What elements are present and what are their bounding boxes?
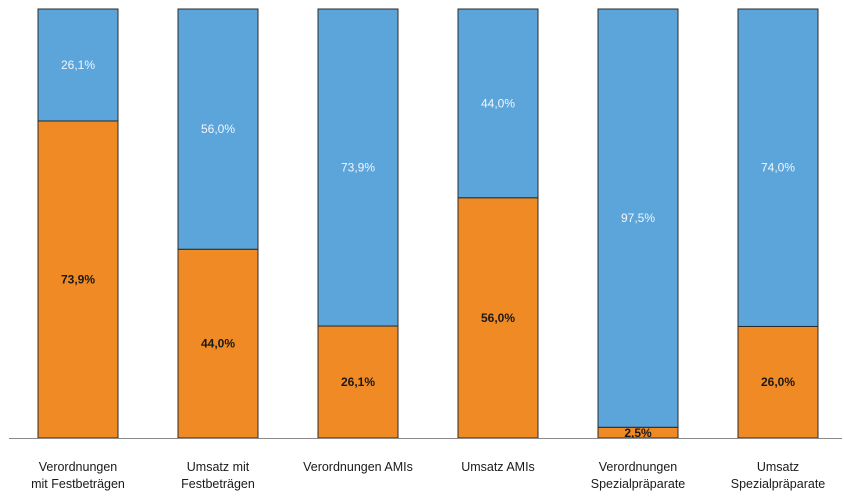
x-tick-label-5-line-2: Spezialpräparate [591,477,686,491]
value-label-orange-1: 73,9% [61,272,95,286]
value-labels-layer: 73,9% 26,1% 44,0% 56,0% 26,1% 73,9% 56,0% 44,0%… [61,58,795,440]
x-tick-label-3-line-1: Verordnungen AMIs [303,460,413,474]
value-label-blue-2: 56,0% [201,122,235,136]
bars-layer [37,8,819,439]
value-label-blue-4: 44,0% [481,96,515,110]
x-tick-label-6-line-2: Spezialpräparate [731,477,826,491]
x-tick-label-2-line-2: Festbeträgen [181,477,255,491]
bar-segment-blue-5 [597,8,679,428]
value-label-orange-3: 26,1% [341,375,375,389]
value-label-blue-5: 97,5% [621,211,655,225]
x-tick-label-2-line-1: Umsatz mit [187,460,250,474]
bar-segment-blue-4 [457,8,539,199]
value-label-blue-3: 73,9% [341,161,375,175]
value-label-blue-6: 74,0% [761,161,795,175]
value-label-orange-2: 44,0% [201,337,235,351]
value-label-orange-4: 56,0% [481,311,515,325]
bar-segment-orange-3 [317,325,399,439]
bar-segment-blue-1 [37,8,119,122]
bar-segment-blue-2 [177,8,259,250]
bar-segment-blue-3 [317,8,399,327]
value-label-orange-5: 2,5% [624,426,652,440]
x-tick-label-5-line-1: Verordnungen [599,460,678,474]
x-tick-labels-layer: Verordnungen mit Festbeträgen Umsatz mit Fe… [31,460,825,491]
bar-segment-orange-1 [37,120,119,439]
value-label-blue-1: 26,1% [61,58,95,72]
value-label-orange-6: 26,0% [761,375,795,389]
x-tick-label-1-line-1: Verordnungen [39,460,118,474]
bar-segment-blue-6 [737,8,819,327]
x-tick-label-6-line-1: Umsatz [757,460,799,474]
x-tick-label-4-line-1: Umsatz AMIs [461,460,535,474]
x-tick-label-1-line-2: mit Festbeträgen [31,477,125,491]
